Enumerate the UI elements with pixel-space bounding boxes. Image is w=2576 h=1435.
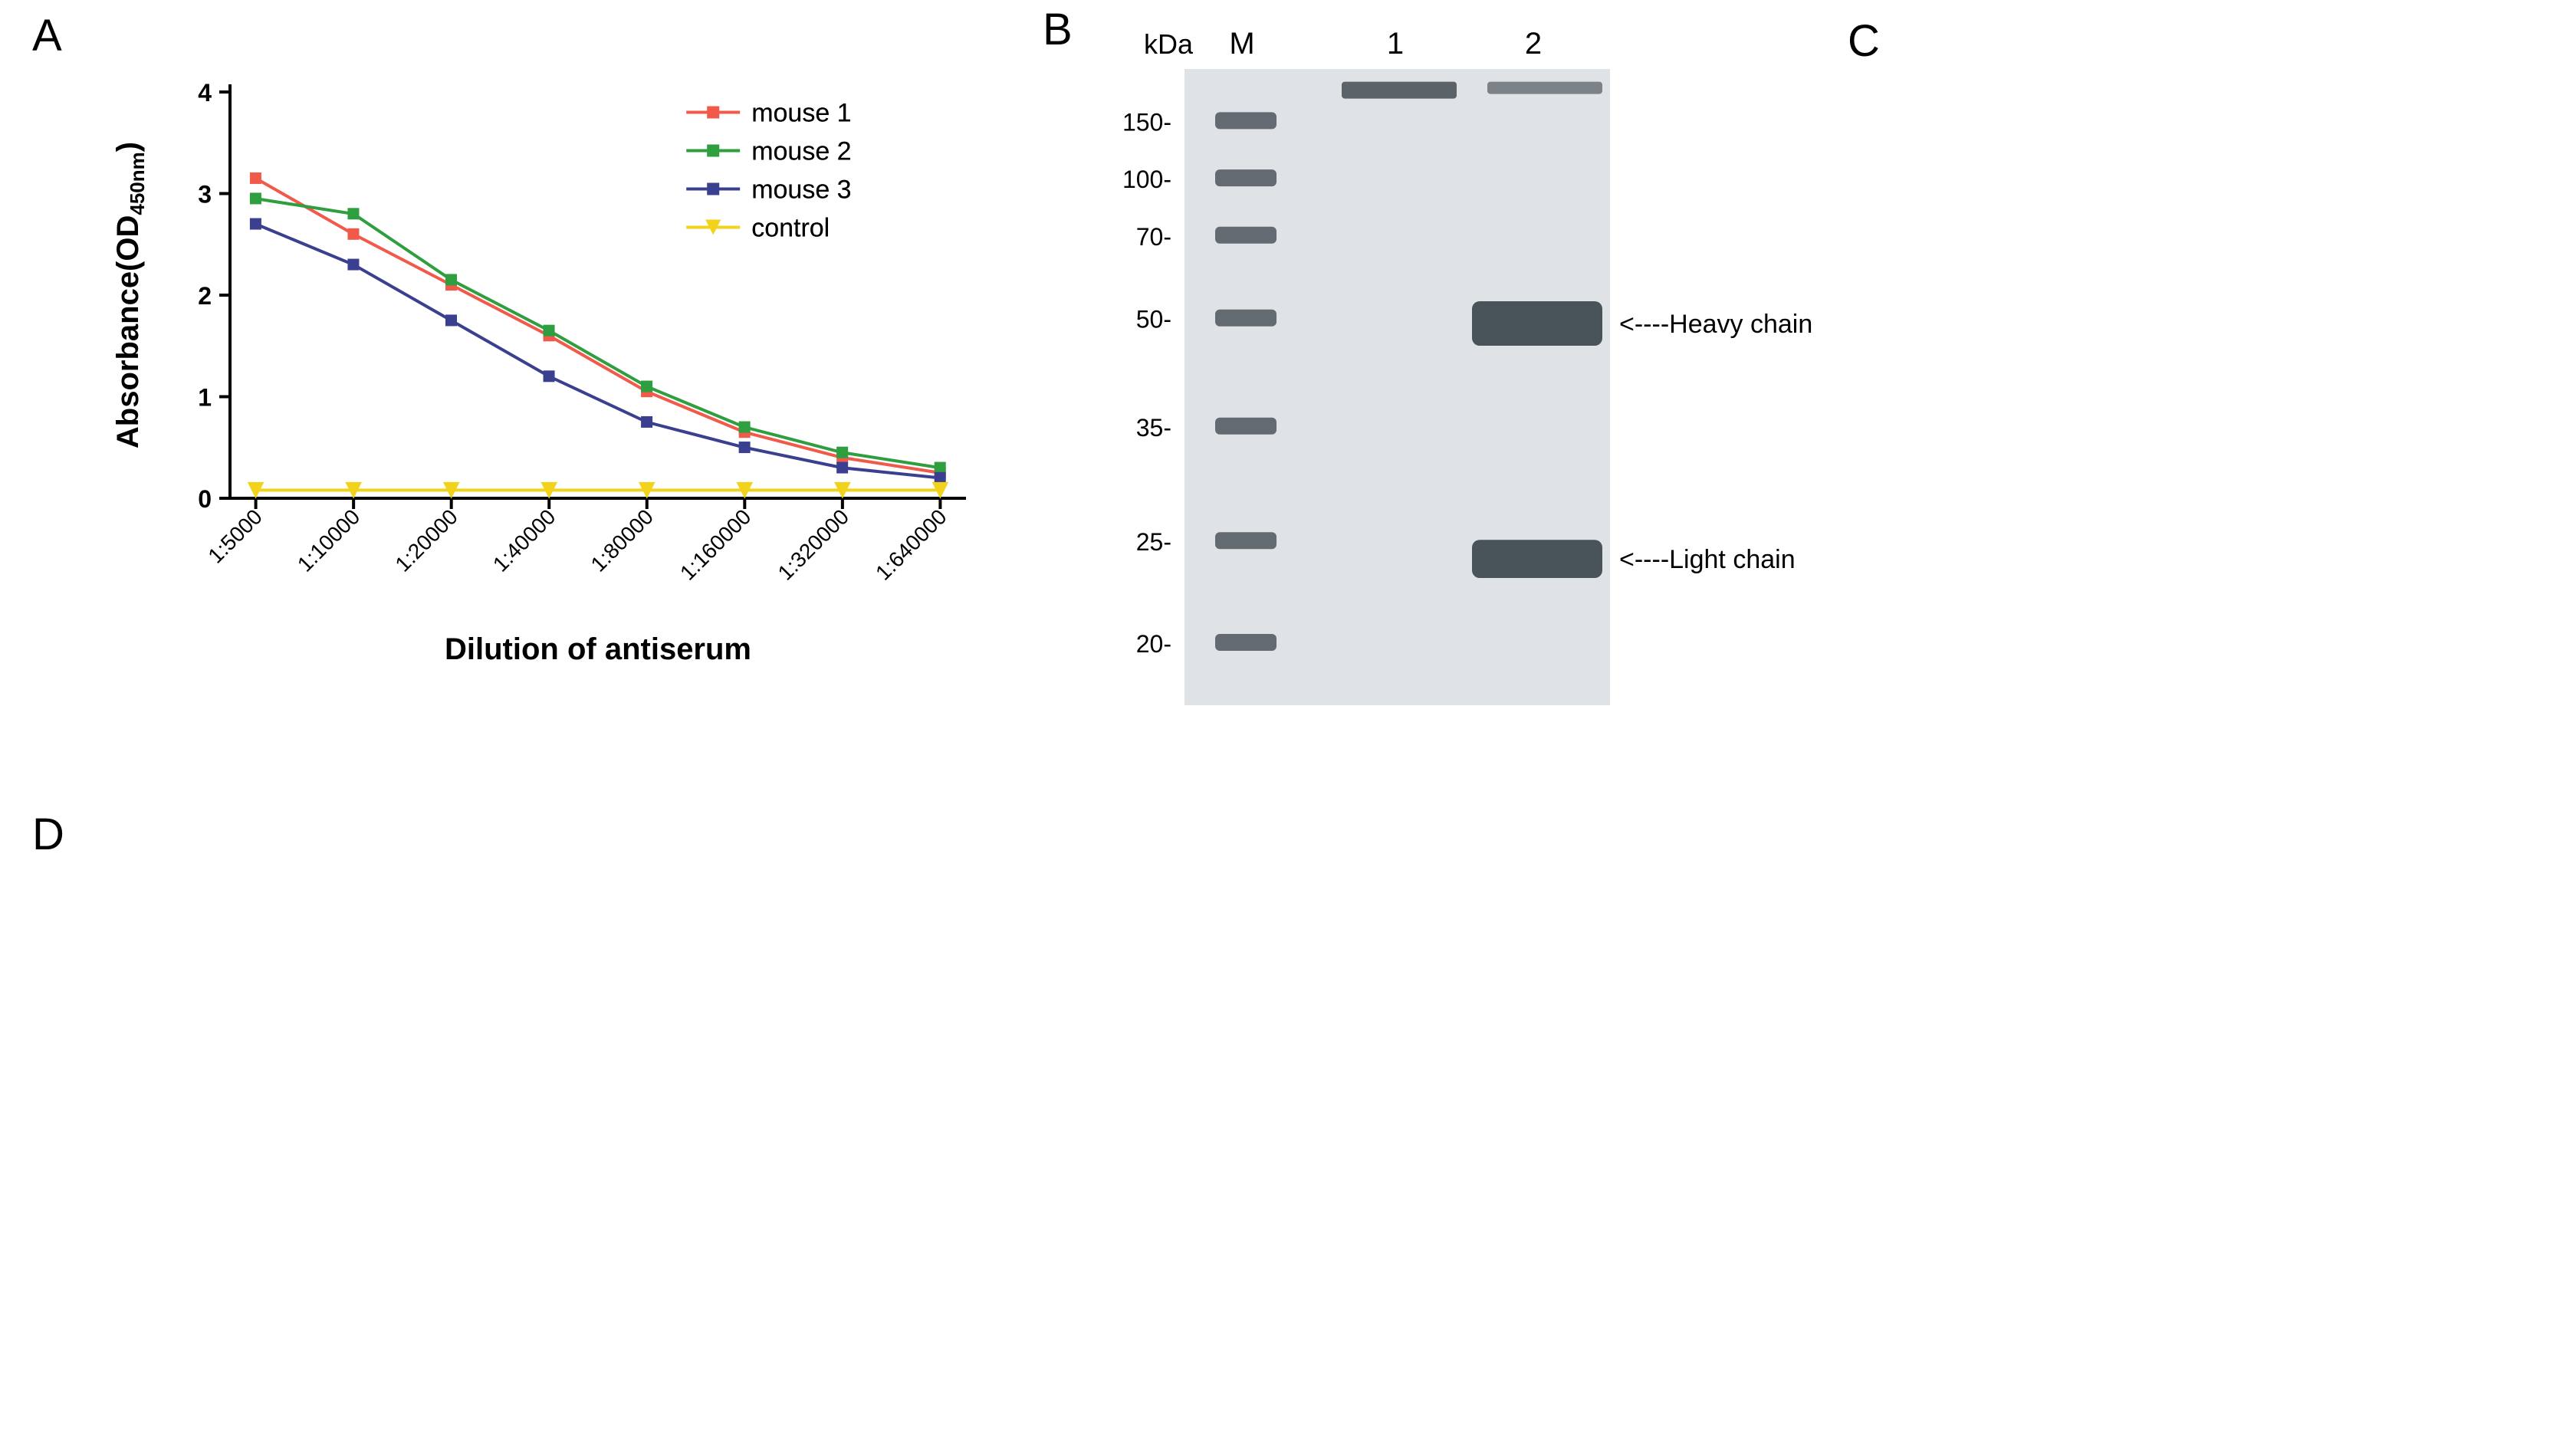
- svg-text:35-: 35-: [1136, 414, 1171, 442]
- svg-text:1: 1: [198, 384, 212, 412]
- svg-text:<----Heavy chain: <----Heavy chain: [1619, 310, 1812, 339]
- panel-label-A: A: [32, 14, 62, 58]
- svg-text:1:10000: 1:10000: [293, 504, 364, 576]
- svg-text:2: 2: [198, 282, 212, 310]
- svg-text:50-: 50-: [1136, 306, 1171, 333]
- svg-text:Absorbance(OD450nm): Absorbance(OD450nm): [111, 142, 149, 448]
- svg-text:1:640000: 1:640000: [871, 504, 951, 585]
- svg-text:M: M: [1229, 27, 1254, 61]
- panel-B-svg: kDa M 1 2 150- 100- 70- 50- 35- 25- 20- <----Heavy …: [1089, 15, 1817, 721]
- panel-D-right-svg: [1326, 828, 2400, 1410]
- svg-text:<----Light chain: <----Light chain: [1619, 545, 1796, 574]
- panel-label-D: D: [32, 813, 64, 857]
- panel-D-left-svg: [161, 828, 1234, 1410]
- panel-A-svg: 012341:50001:100001:200001:400001:800001…: [92, 38, 981, 728]
- panel-D-right: [1326, 828, 2400, 1410]
- svg-text:25-: 25-: [1136, 528, 1171, 556]
- svg-text:mouse 2: mouse 2: [751, 137, 851, 166]
- panel-A: 012341:50001:100001:200001:400001:800001…: [92, 38, 981, 728]
- svg-text:2: 2: [1525, 27, 1542, 61]
- svg-text:control: control: [751, 214, 830, 243]
- svg-text:mouse 1: mouse 1: [751, 99, 851, 128]
- svg-text:1:80000: 1:80000: [586, 504, 658, 576]
- svg-text:1:5000: 1:5000: [203, 504, 266, 567]
- svg-text:kDa: kDa: [1144, 28, 1194, 60]
- svg-text:4: 4: [198, 79, 212, 107]
- svg-text:100-: 100-: [1122, 166, 1171, 193]
- svg-text:1: 1: [1387, 27, 1404, 61]
- svg-text:mouse 3: mouse 3: [751, 176, 851, 205]
- svg-text:70-: 70-: [1136, 223, 1171, 251]
- svg-text:3: 3: [198, 181, 212, 209]
- svg-text:0: 0: [198, 485, 212, 513]
- figure-root: A B C D 012341:50001:100001:200001:40000…: [0, 0, 2576, 1435]
- svg-text:Dilution of antiserum: Dilution of antiserum: [445, 632, 751, 666]
- panel-C-svg: [1875, 57, 2549, 717]
- svg-text:1:20000: 1:20000: [390, 504, 462, 576]
- panel-C: [1875, 57, 2549, 717]
- svg-text:150-: 150-: [1122, 108, 1171, 136]
- panel-B: kDa M 1 2 150- 100- 70- 50- 35- 25- 20- <----Heavy …: [1089, 15, 1817, 721]
- svg-text:1:320000: 1:320000: [774, 504, 854, 585]
- svg-text:1:160000: 1:160000: [675, 504, 756, 585]
- panel-D-left: [161, 828, 1234, 1410]
- panel-label-B: B: [1043, 8, 1073, 52]
- svg-text:20-: 20-: [1136, 630, 1171, 658]
- svg-text:1:40000: 1:40000: [488, 504, 560, 576]
